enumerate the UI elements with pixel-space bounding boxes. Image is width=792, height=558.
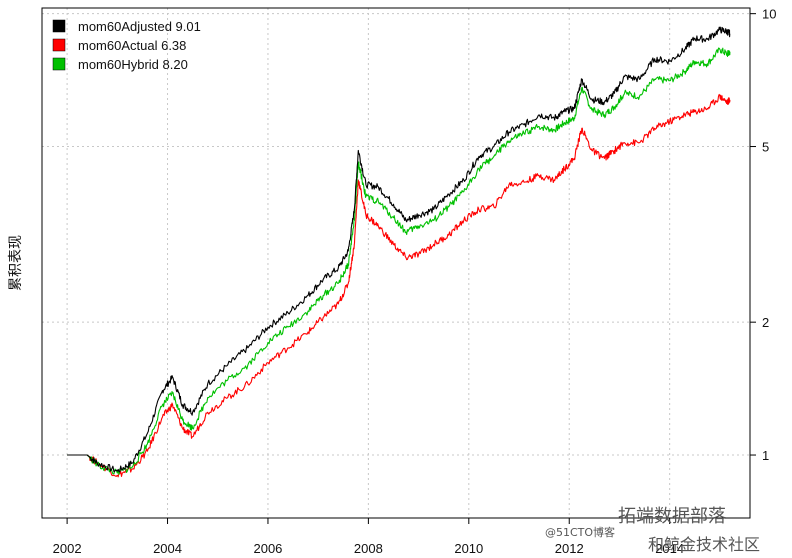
- gridlines: [42, 8, 750, 518]
- legend-swatch-mom60Actual: [52, 38, 66, 52]
- legend-swatch-mom60Hybrid: [52, 57, 66, 71]
- watermark-handle: @51CTO博客: [545, 525, 615, 539]
- legend-label-mom60Adjusted: mom60Adjusted 9.01: [78, 19, 201, 34]
- series-line-mom60Adjusted: [67, 26, 731, 473]
- x-tick-label-2012: 2012: [555, 541, 584, 556]
- y-tick-label-5: 5: [762, 140, 769, 155]
- legend-label-mom60Actual: mom60Actual 6.38: [78, 38, 186, 53]
- y-axis-label: 累积表现: [8, 235, 24, 291]
- y-axis: 1 2 5 10: [750, 7, 776, 463]
- legend: mom60Adjusted 9.01 mom60Actual 6.38 mom60H…: [52, 19, 201, 72]
- x-axis: 2002 2004 2006 2008 2010 2012 2014: [53, 518, 684, 556]
- series-line-mom60Actual: [67, 93, 731, 478]
- x-tick-label-2004: 2004: [153, 541, 182, 556]
- watermark-brand-bottom: 和鲸金技术社区: [648, 535, 760, 554]
- y-tick-label-1: 1: [762, 448, 769, 463]
- watermark-brand-top: 拓端数据部落: [618, 506, 726, 527]
- watermark: 拓端数据部落 @51CTO博客 和鲸金技术社区: [545, 506, 760, 554]
- x-tick-label-2008: 2008: [354, 541, 383, 556]
- x-tick-label-2014: 2014: [655, 541, 684, 556]
- x-tick-label-2006: 2006: [253, 541, 282, 556]
- series-line-mom60Hybrid: [67, 47, 731, 475]
- x-tick-label-2002: 2002: [53, 541, 82, 556]
- y-tick-label-2: 2: [762, 315, 769, 330]
- series-layer: [67, 26, 731, 478]
- legend-label-mom60Hybrid: mom60Hybrid 8.20: [78, 57, 188, 72]
- legend-swatch-mom60Adjusted: [52, 19, 66, 33]
- x-tick-label-2010: 2010: [454, 541, 483, 556]
- plot-frame: [41, 7, 751, 519]
- y-tick-label-10: 10: [762, 7, 776, 22]
